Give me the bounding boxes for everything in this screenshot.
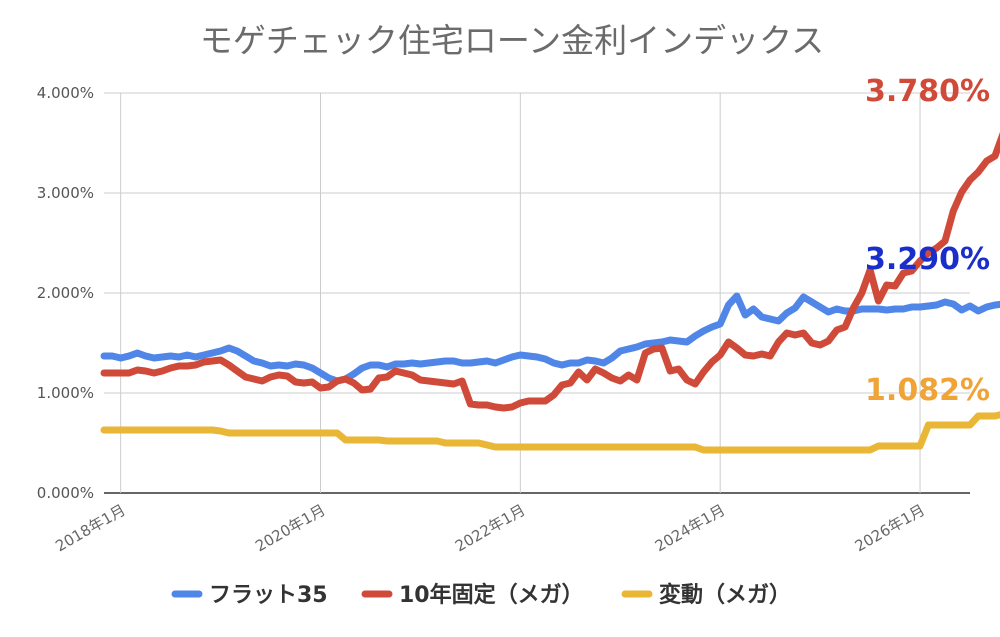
end-labels: 3.780% 3.290% 1.082% bbox=[865, 74, 990, 408]
x-tick-label: 2020年1月 bbox=[252, 501, 328, 555]
end-label-fixed10: 3.780% bbox=[865, 74, 990, 109]
series-line-fixed10 bbox=[100, 131, 1000, 412]
y-tick-label: 3.000% bbox=[37, 184, 94, 202]
series-lines bbox=[100, 131, 1000, 454]
end-label-flat35: 3.290% bbox=[865, 242, 990, 277]
end-label-variable: 1.082% bbox=[865, 373, 990, 408]
legend-label-flat35: フラット35 bbox=[209, 583, 328, 608]
legend: フラット35 10年固定（メガ） 変動（メガ） bbox=[171, 582, 791, 608]
y-tick-label: 2.000% bbox=[37, 284, 94, 302]
legend-label-fixed10: 10年固定（メガ） bbox=[399, 582, 584, 608]
x-tick-label: 2022年1月 bbox=[452, 501, 528, 555]
y-axis-ticks: 0.000% 1.000% 2.000% 3.000% 4.000% bbox=[37, 84, 94, 502]
series-line-variable bbox=[100, 411, 1000, 454]
x-tick-label: 2024年1月 bbox=[652, 501, 728, 555]
y-tick-label: 4.000% bbox=[37, 84, 94, 102]
series-line-flat35 bbox=[100, 292, 1000, 385]
x-axis-ticks: 2018年1月 2020年1月 2022年1月 2024年1月 2026年1月 bbox=[52, 501, 928, 555]
y-tick-label: 0.000% bbox=[37, 484, 94, 502]
chart-title: モゲチェック住宅ローン金利インデックス bbox=[200, 21, 824, 60]
grid bbox=[104, 92, 970, 494]
y-tick-label: 1.000% bbox=[37, 384, 94, 402]
legend-label-variable: 変動（メガ） bbox=[659, 582, 791, 608]
x-tick-label: 2018年1月 bbox=[52, 501, 128, 555]
x-tick-label: 2026年1月 bbox=[852, 501, 928, 555]
